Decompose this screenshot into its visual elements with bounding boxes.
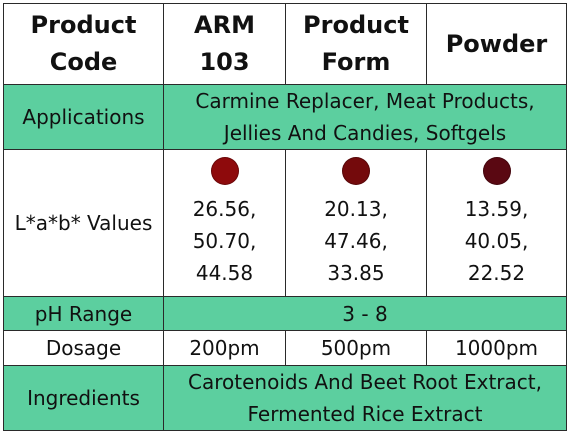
- header-product-form-value: Powder: [426, 3, 567, 85]
- applications-value-line2: Jellies And Candies, Softgels: [223, 121, 507, 145]
- applications-value: Carmine Replacer, Meat Products, Jellies…: [163, 84, 567, 150]
- header-product-form-line2: Form: [321, 48, 391, 76]
- lab-value-1-l: 26.56,: [192, 197, 257, 221]
- dosage-value-2: 500pm: [285, 330, 427, 366]
- lab-value-2-a: 47.46,: [324, 229, 388, 253]
- color-swatch-2: [342, 157, 370, 185]
- lab-values-cell-2: 20.13, 47.46, 33.85: [285, 149, 427, 297]
- product-spec-table: Product Code ARM 103 Product Form Powder…: [3, 3, 567, 431]
- applications-label: Applications: [3, 84, 164, 150]
- header-product-code: Product Code: [3, 3, 164, 85]
- ph-range-value: 3 - 8: [163, 296, 567, 331]
- ingredients-row: Ingredients Carotenoids And Beet Root Ex…: [3, 365, 567, 431]
- lab-values-row: L*a*b* Values 26.56, 50.70, 44.58 20.13,…: [3, 149, 567, 297]
- ph-range-label: pH Range: [3, 296, 164, 331]
- header-code-value-line2: 103: [199, 48, 250, 76]
- ph-range-row: pH Range 3 - 8: [3, 296, 567, 331]
- header-product-code-line2: Code: [49, 48, 118, 76]
- color-swatch-3: [482, 157, 511, 185]
- lab-values-label: L*a*b* Values: [3, 149, 164, 297]
- lab-values-cell-1: 26.56, 50.70, 44.58: [163, 149, 286, 297]
- dosage-value-1: 200pm: [163, 330, 286, 366]
- dosage-value-3: 1000pm: [426, 330, 567, 366]
- lab-value-1-b: 44.58: [195, 261, 254, 285]
- header-product-code-value: ARM 103: [163, 3, 286, 85]
- header-product-form-line1: Product: [303, 11, 409, 39]
- color-swatch-1: [210, 157, 239, 185]
- ingredients-label: Ingredients: [3, 365, 164, 431]
- ingredients-value: Carotenoids And Beet Root Extract, Ferme…: [163, 365, 567, 431]
- lab-values-cell-3: 13.59, 40.05, 22.52: [426, 149, 567, 297]
- lab-value-2-b: 33.85: [327, 261, 385, 285]
- applications-value-line1: Carmine Replacer, Meat Products,: [195, 89, 535, 113]
- ingredients-value-line1: Carotenoids And Beet Root Extract,: [188, 370, 542, 394]
- dosage-label: Dosage: [3, 330, 164, 366]
- header-code-value-line1: ARM: [194, 11, 255, 39]
- lab-value-3-l: 13.59,: [464, 197, 529, 221]
- header-row: Product Code ARM 103 Product Form Powder: [3, 3, 567, 85]
- dosage-row: Dosage 200pm 500pm 1000pm: [3, 330, 567, 366]
- applications-row: Applications Carmine Replacer, Meat Prod…: [3, 84, 567, 150]
- header-product-code-line1: Product: [30, 11, 137, 39]
- lab-value-3-b: 22.52: [467, 261, 526, 285]
- ingredients-value-line2: Fermented Rice Extract: [247, 402, 483, 426]
- header-product-form: Product Form: [285, 3, 427, 85]
- lab-value-3-a: 40.05,: [464, 229, 529, 253]
- lab-value-1-a: 50.70,: [192, 229, 257, 253]
- lab-value-2-l: 20.13,: [324, 197, 388, 221]
